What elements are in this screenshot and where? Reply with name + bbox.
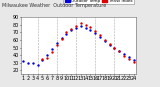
Point bbox=[27, 62, 29, 63]
Point bbox=[65, 32, 68, 33]
Point bbox=[94, 30, 96, 32]
Point bbox=[108, 43, 111, 44]
Point bbox=[104, 40, 106, 41]
Point bbox=[46, 54, 48, 56]
Point bbox=[36, 64, 39, 66]
Point bbox=[56, 45, 58, 46]
Point bbox=[132, 59, 135, 60]
Point bbox=[56, 42, 58, 44]
Legend: Outdoor Temp, THSW Index: Outdoor Temp, THSW Index bbox=[63, 0, 134, 5]
Point bbox=[84, 27, 87, 29]
Point bbox=[128, 58, 130, 60]
Point bbox=[118, 50, 120, 51]
Point bbox=[80, 26, 82, 27]
Point bbox=[75, 25, 77, 26]
Point bbox=[113, 47, 116, 48]
Point bbox=[108, 44, 111, 45]
Point bbox=[94, 33, 96, 34]
Point bbox=[41, 58, 44, 60]
Point bbox=[60, 37, 63, 38]
Point bbox=[75, 27, 77, 29]
Point bbox=[132, 61, 135, 63]
Point bbox=[65, 33, 68, 35]
Point bbox=[128, 56, 130, 57]
Point bbox=[113, 47, 116, 48]
Text: Milwaukee Weather  Outdoor Temperature: Milwaukee Weather Outdoor Temperature bbox=[2, 3, 106, 8]
Point bbox=[51, 51, 53, 53]
Point bbox=[99, 36, 101, 38]
Point bbox=[41, 59, 44, 60]
Point bbox=[80, 23, 82, 24]
Point bbox=[60, 38, 63, 39]
Point bbox=[22, 60, 24, 62]
Point bbox=[70, 29, 72, 31]
Point bbox=[104, 39, 106, 41]
Point bbox=[46, 57, 48, 59]
Point bbox=[32, 63, 34, 64]
Point bbox=[118, 51, 120, 52]
Point bbox=[89, 29, 92, 31]
Point bbox=[89, 27, 92, 28]
Point bbox=[70, 28, 72, 29]
Point bbox=[123, 54, 125, 55]
Point bbox=[51, 48, 53, 50]
Point bbox=[99, 35, 101, 36]
Point bbox=[123, 55, 125, 57]
Point bbox=[84, 24, 87, 26]
